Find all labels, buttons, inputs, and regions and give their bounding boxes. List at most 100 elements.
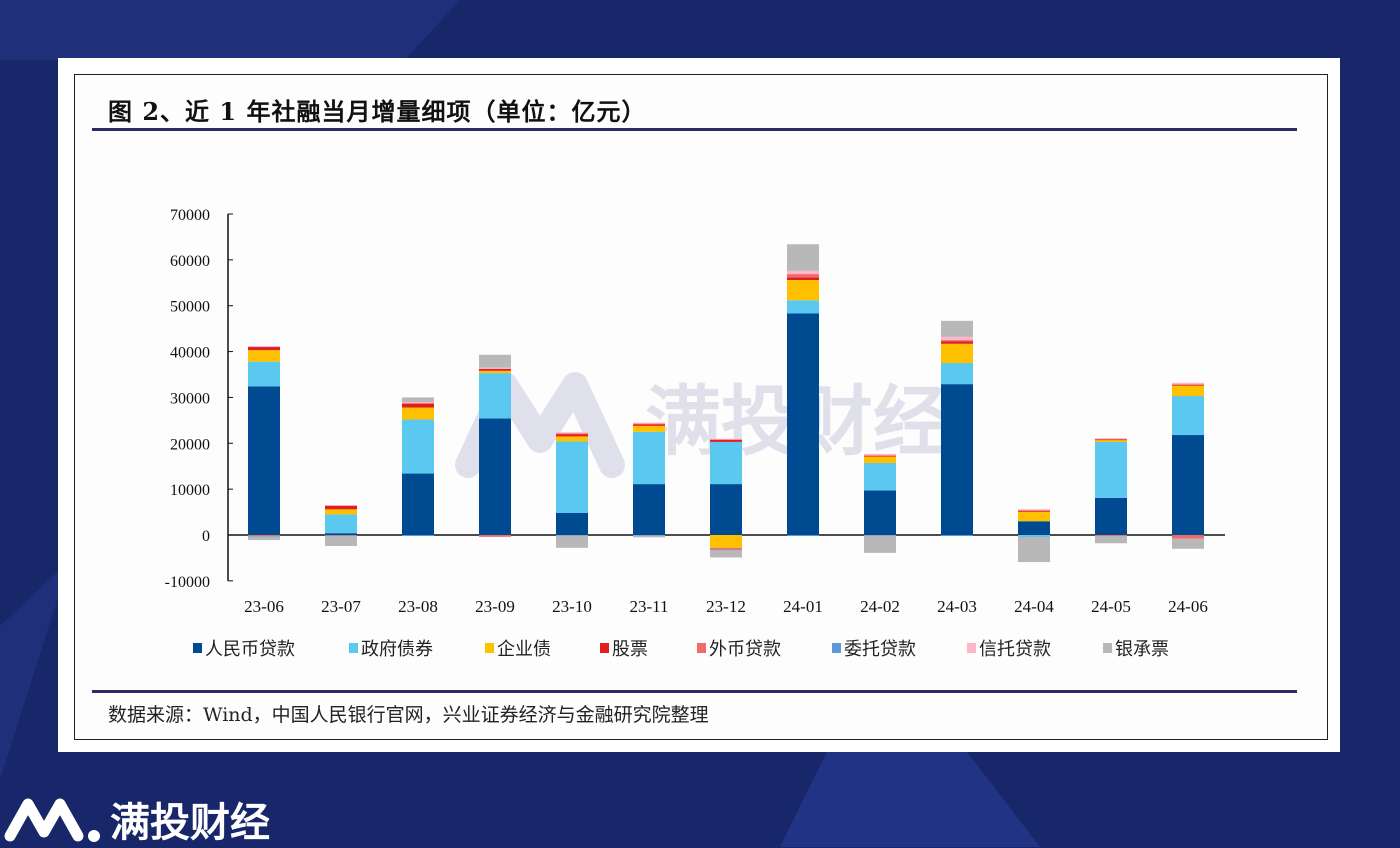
bar-segment-24-01-2 [787, 280, 819, 301]
x-tick-label: 24-05 [1091, 597, 1131, 616]
x-tick-label: 23-08 [398, 597, 438, 616]
bar-segment-24-03-6 [941, 336, 973, 341]
bar-segment-24-01-4 [787, 274, 819, 278]
x-tick-label: 24-06 [1168, 597, 1208, 616]
legend-swatch [1103, 643, 1112, 653]
figure-title: 图 2、近 1 年社融当月增量细项（单位：亿元） [108, 97, 647, 126]
legend-swatch [967, 643, 976, 653]
bar-segment-23-09-4 [479, 535, 511, 537]
bar-segment-23-11-7 [633, 535, 665, 538]
legend-label: 股票 [612, 639, 648, 660]
bar-segment-23-12-6 [710, 438, 742, 440]
bar-segment-23-11-3 [633, 424, 665, 426]
bar-segment-23-08-5 [402, 535, 434, 536]
bar-segment-24-03-5 [941, 535, 973, 536]
bar-segment-23-10-4 [556, 433, 588, 435]
y-tick-label: 40000 [170, 345, 210, 362]
bar-segment-23-08-1 [402, 419, 434, 474]
y-tick-label: 20000 [170, 436, 210, 453]
bar-segment-24-04-1 [1018, 535, 1050, 537]
brand-name: 满投财经 [110, 800, 270, 846]
bar-segment-24-01-1 [787, 300, 819, 314]
bar-segment-24-02-1 [864, 463, 896, 491]
bar-segment-23-06-1 [248, 361, 280, 387]
legend-swatch [193, 643, 202, 653]
bar-segment-24-03-4 [941, 340, 973, 342]
x-tick-label: 24-03 [937, 597, 977, 616]
bar-segment-23-06-0 [248, 386, 280, 535]
legend-label: 企业债 [497, 639, 551, 660]
bar-segment-24-06-2 [1172, 385, 1204, 397]
x-tick-label: 23-09 [475, 597, 515, 616]
background-shape [0, 0, 460, 60]
legend-label: 委托贷款 [844, 639, 916, 660]
bar-segment-24-03-1 [941, 363, 973, 385]
bar-segment-23-12-1 [710, 441, 742, 485]
bar-segment-24-02-0 [864, 490, 896, 535]
bar-segment-23-09-1 [479, 373, 511, 419]
bar-segment-23-10-6 [556, 432, 588, 434]
bar-segment-24-05-1 [1095, 441, 1127, 498]
y-tick-label: 30000 [170, 390, 210, 407]
bar-segment-24-05-6 [1095, 438, 1127, 440]
bar-segment-24-06-6 [1172, 382, 1204, 385]
bar-segment-23-10-1 [556, 441, 588, 513]
bar-segment-24-04-2 [1018, 511, 1050, 522]
x-tick-label: 23-06 [244, 597, 284, 616]
y-tick-label: 0 [202, 528, 210, 545]
bar-segment-24-06-1 [1172, 396, 1204, 436]
bar-segment-24-06-7 [1172, 538, 1204, 549]
x-tick-label: 23-10 [552, 597, 592, 616]
brand-logo-icon [4, 798, 100, 842]
bar-segment-23-09-7 [479, 354, 511, 368]
bar-segment-24-06-3 [1172, 384, 1204, 386]
bar-segment-23-11-0 [633, 484, 665, 535]
bar-segment-24-05-2 [1095, 439, 1127, 442]
bar-segment-23-07-3 [325, 505, 357, 510]
bar-segment-24-03-2 [941, 343, 973, 364]
legend-label: 政府债券 [361, 639, 433, 660]
bar-segment-23-09-6 [479, 367, 511, 369]
bar-segment-23-09-3 [479, 368, 511, 371]
bar-segment-24-01-0 [787, 313, 819, 535]
bar-segment-23-10-0 [556, 512, 588, 535]
bar-segment-24-01-6 [787, 270, 819, 275]
bar-segment-23-09-2 [479, 370, 511, 374]
bar-segment-23-12-7 [710, 550, 742, 558]
bar-segment-23-12-4 [710, 547, 742, 550]
bar-segment-24-03-3 [941, 341, 973, 344]
bar-segment-24-04-6 [1018, 509, 1050, 511]
bar-segment-23-12-2 [710, 535, 742, 548]
bar-segment-23-06-7 [248, 536, 280, 541]
bar-segment-24-04-7 [1018, 536, 1050, 563]
bar-segment-23-06-6 [248, 346, 280, 348]
bar-segment-23-10-7 [556, 535, 588, 548]
legend-label: 银承票 [1115, 639, 1169, 660]
bar-segment-24-03-0 [941, 384, 973, 535]
bar-segment-23-08-2 [402, 407, 434, 420]
x-tick-label: 24-01 [783, 597, 823, 616]
bar-segment-23-08-0 [402, 473, 434, 535]
bar-segment-23-07-1 [325, 514, 357, 534]
bar-segment-23-08-6 [402, 402, 434, 404]
bar-segment-24-01-7 [787, 244, 819, 271]
legend-swatch [832, 643, 841, 653]
x-tick-label: 23-07 [321, 597, 361, 616]
bar-segment-24-06-4 [1172, 535, 1204, 539]
bar-segment-23-11-2 [633, 425, 665, 432]
legend-label: 信托贷款 [979, 639, 1051, 660]
bar-segment-23-12-3 [710, 439, 742, 442]
bar-segment-24-02-2 [864, 456, 896, 464]
bar-segment-23-11-4 [633, 423, 665, 425]
source-rule [92, 690, 1297, 693]
bar-segment-24-05-3 [1095, 439, 1127, 441]
legend-label: 人民币贷款 [205, 639, 295, 660]
bar-segment-23-10-2 [556, 436, 588, 442]
bar-segment-23-12-0 [710, 484, 742, 535]
bar-segment-23-06-4 [248, 535, 280, 536]
y-tick-label: 50000 [170, 299, 210, 316]
bar-segment-23-07-0 [325, 533, 357, 535]
y-tick-label: 70000 [170, 207, 210, 224]
bar-segment-23-06-3 [248, 346, 280, 351]
